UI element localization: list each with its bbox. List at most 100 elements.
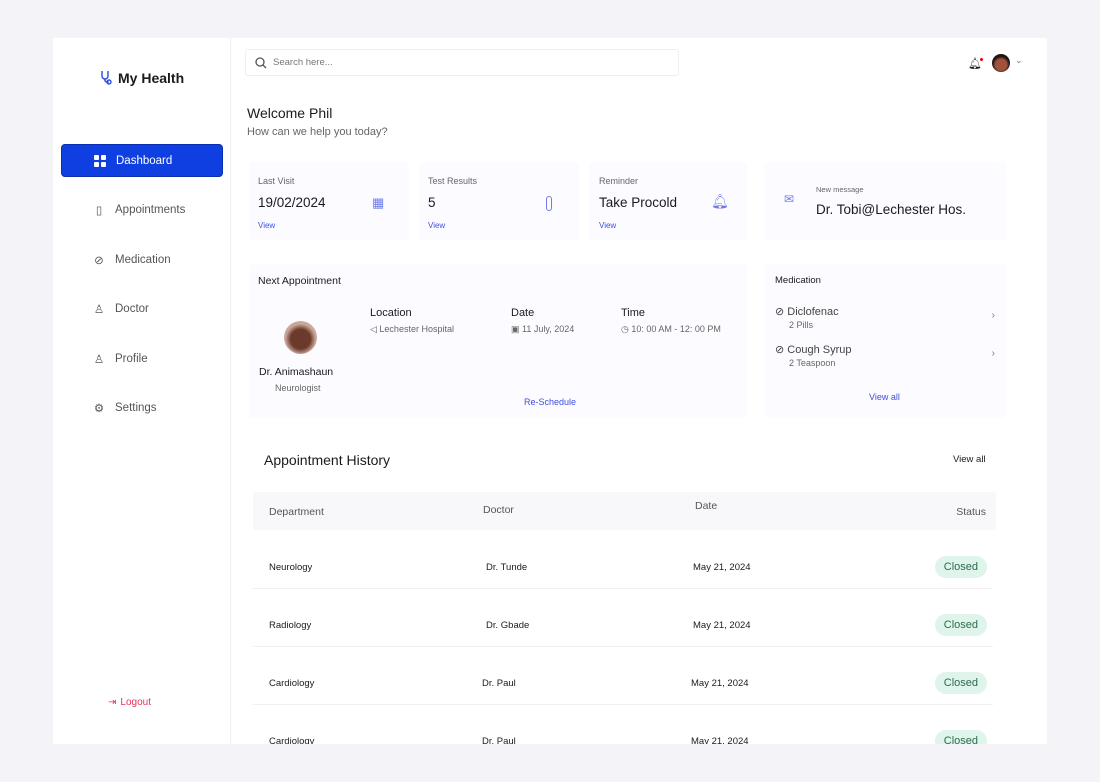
table-row[interactable]: Cardiology Dr. Paul May 21, 2024 Closed: [253, 647, 993, 705]
sidebar-item-label: Doctor: [115, 302, 149, 315]
bell-icon: 🔔︎: [711, 193, 729, 209]
doctor-icon: ♙: [93, 303, 105, 316]
table-row[interactable]: Cardiology Dr. Paul May 21, 2024 Closed: [253, 705, 993, 744]
location-label: Location: [370, 307, 412, 319]
sidebar-item-appointments[interactable]: ▯ Appointments: [61, 193, 223, 226]
test-tube-icon: [546, 196, 552, 211]
table-row[interactable]: Radiology Dr. Gbade May 21, 2024 Closed: [253, 589, 993, 647]
medication-name: Cough Syrup: [787, 344, 852, 356]
medication-item[interactable]: ⊘ Cough Syrup 2 Teaspoon ›: [775, 340, 995, 374]
column-header: Doctor: [483, 504, 514, 516]
status-badge: Closed: [934, 730, 987, 744]
sidebar-item-label: Medication: [115, 253, 171, 266]
message-label: New message: [816, 185, 864, 194]
stat-label: Test Results: [428, 176, 478, 186]
stat-card-test-results: Test Results 5 View: [419, 162, 579, 240]
pill-icon: ⊘: [94, 254, 104, 267]
gear-icon: ⚙: [93, 402, 105, 415]
logout-button[interactable]: ⇥ Logout: [108, 697, 151, 708]
medication-dose: 2 Teaspoon: [789, 358, 836, 368]
chevron-right-icon: ›: [991, 310, 995, 321]
date-value: 11 July, 2024: [522, 324, 575, 334]
sidebar-item-medication[interactable]: ⊘ Medication: [61, 243, 223, 276]
department-cell: Radiology: [269, 620, 312, 631]
clipboard-icon: ▯: [95, 204, 103, 217]
notification-bell-icon[interactable]: 🔔︎: [968, 58, 983, 70]
mail-icon: ✉: [784, 192, 795, 206]
column-header: Department: [269, 506, 324, 518]
pill-icon: ⊘: [775, 344, 785, 356]
logout-icon: ⇥: [108, 697, 117, 708]
stat-label: Reminder: [599, 176, 639, 186]
sidebar-item-settings[interactable]: ⚙ Settings: [61, 391, 223, 424]
status-badge: Closed: [934, 672, 987, 694]
logout-label: Logout: [120, 697, 151, 708]
stat-card-last-visit: Last Visit 19/02/2024 ▦ View: [249, 162, 409, 240]
date-cell: May 21, 2024: [691, 678, 749, 689]
medication-name: Diclofenac: [787, 306, 839, 318]
view-link[interactable]: View: [428, 221, 446, 230]
date-label: Date: [511, 307, 535, 319]
next-appointment-card: Next Appointment Dr. Animashaun Neurolog…: [249, 264, 747, 418]
medication-item[interactable]: ⊘ Diclofenac 2 Pills ›: [775, 302, 995, 336]
location-value: Lechester Hospital: [379, 324, 454, 334]
hospital-icon: ▦: [372, 195, 385, 210]
pill-icon: ⊘: [775, 306, 785, 318]
medication-dose: 2 Pills: [789, 320, 814, 330]
card-title: Next Appointment: [258, 275, 341, 287]
doctor-name: Dr. Animashaun: [259, 366, 334, 378]
app-window: My Health Dashboard ▯ Appointments ⊘ Medic…: [53, 38, 1047, 744]
welcome-title: Welcome Phil: [247, 105, 333, 121]
date-cell: May 21, 2024: [693, 620, 751, 631]
clock-icon: ◷: [621, 324, 632, 334]
sidebar-item-label: Appointments: [115, 203, 186, 216]
column-header: Status: [956, 506, 986, 518]
sidebar-item-label: Profile: [115, 352, 148, 365]
history-view-all[interactable]: View all: [953, 454, 986, 465]
chevron-down-icon[interactable]: ⌄: [1015, 55, 1023, 65]
welcome-subtitle: How can we help you today?: [247, 126, 388, 138]
sidebar-item-profile[interactable]: ♙ Profile: [61, 342, 223, 375]
department-cell: Cardiology: [269, 736, 315, 744]
chevron-right-icon: ›: [991, 348, 995, 359]
search-input[interactable]: Search here...: [245, 49, 679, 76]
stat-value: 19/02/2024: [258, 195, 326, 210]
doctor-cell: Dr. Gbade: [486, 620, 530, 631]
time-value: 10: 00 AM - 12: 00 PM: [631, 324, 721, 334]
doctor-specialty: Neurologist: [275, 383, 321, 393]
column-header: Date: [695, 500, 718, 512]
table-row[interactable]: Neurology Dr. Tunde May 21, 2024 Closed: [253, 531, 993, 589]
department-cell: Neurology: [269, 562, 313, 573]
logo[interactable]: My Health: [99, 70, 184, 86]
department-cell: Cardiology: [269, 678, 315, 689]
doctor-cell: Dr. Tunde: [486, 562, 528, 573]
doctor-avatar: [284, 321, 317, 354]
status-badge: Closed: [934, 556, 987, 578]
search-placeholder: Search here...: [273, 57, 333, 68]
sidebar: My Health Dashboard ▯ Appointments ⊘ Medic…: [53, 38, 231, 744]
sidebar-item-dashboard[interactable]: Dashboard: [61, 144, 223, 177]
date-cell: May 21, 2024: [693, 562, 751, 573]
avatar[interactable]: [992, 54, 1010, 72]
status-badge: Closed: [934, 614, 987, 636]
grid-icon: [94, 154, 106, 167]
search-icon: [255, 56, 267, 68]
message-value: Dr. Tobi@Lechester Hos.: [816, 202, 967, 217]
medication-view-all[interactable]: View all: [869, 392, 900, 402]
stat-value: 5: [428, 195, 436, 210]
location-pin-icon: ◁: [370, 324, 380, 334]
history-title: Appointment History: [264, 452, 391, 468]
reschedule-button[interactable]: Re-Schedule: [524, 397, 577, 407]
sidebar-item-doctor[interactable]: ♙ Doctor: [61, 292, 223, 325]
view-link[interactable]: View: [599, 221, 617, 230]
view-link[interactable]: View: [258, 221, 276, 230]
doctor-cell: Dr. Paul: [482, 678, 516, 689]
date-cell: May 21, 2024: [691, 736, 749, 744]
time-label: Time: [621, 307, 646, 319]
stat-value: Take Procold: [599, 195, 678, 210]
user-icon: ♙: [93, 353, 105, 366]
app-name: My Health: [118, 70, 185, 86]
message-card[interactable]: ✉ New message Dr. Tobi@Lechester Hos.: [764, 162, 1006, 240]
stat-label: Last Visit: [258, 176, 295, 186]
table-header: Department Doctor Date Status: [253, 492, 996, 530]
